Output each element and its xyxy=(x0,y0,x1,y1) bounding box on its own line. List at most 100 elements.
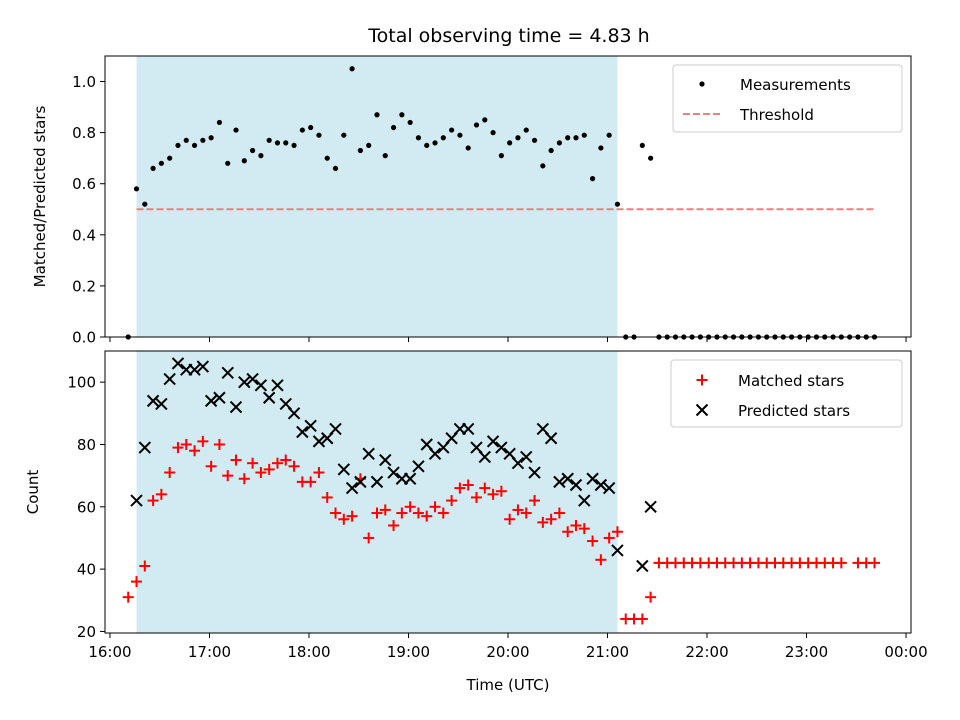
legend-marker-measurements xyxy=(699,81,705,87)
legend-label-matched-stars: Matched stars xyxy=(738,372,844,390)
measurement-point xyxy=(498,153,504,159)
matched-point xyxy=(122,591,134,603)
measurement-point xyxy=(565,135,571,141)
measurement-point xyxy=(440,135,446,141)
measurement-point xyxy=(507,140,513,146)
predicted-point xyxy=(329,422,342,436)
predicted-point xyxy=(428,447,442,461)
measurement-point xyxy=(581,132,587,138)
x-tick-label: 21:00 xyxy=(586,643,629,661)
measurement-point xyxy=(606,132,612,138)
x-axis-label: Time (UTC) xyxy=(466,676,550,694)
matched-point xyxy=(479,482,491,494)
measurement-point xyxy=(349,66,355,72)
matched-point xyxy=(869,557,881,569)
legend-label-measurements: Measurements xyxy=(740,76,851,94)
predicted-point xyxy=(511,456,525,470)
measurement-point xyxy=(324,155,330,161)
predicted-point xyxy=(403,472,417,485)
predicted-point xyxy=(312,435,326,448)
matched-point xyxy=(462,479,474,491)
predicted-point xyxy=(644,500,657,514)
measurement-point xyxy=(457,132,463,138)
matched-point xyxy=(131,576,143,588)
ratio-panel: Total observing time = 4.83 h 0.00.20.40… xyxy=(31,25,912,347)
measurement-point xyxy=(424,142,430,149)
predicted-point xyxy=(412,460,425,473)
measurement-point xyxy=(432,140,438,146)
matched-point xyxy=(180,438,192,450)
legend-label-threshold: Threshold xyxy=(739,106,814,124)
measurement-point xyxy=(150,165,156,171)
predicted-point xyxy=(611,544,624,557)
x-tick-label: 18:00 xyxy=(287,643,330,661)
y-tick-label: 0.0 xyxy=(72,329,96,347)
matched-point xyxy=(429,501,441,513)
y-tick-label: 0.4 xyxy=(72,226,96,244)
y-tick-label: 0.8 xyxy=(72,124,96,142)
matched-point xyxy=(388,519,400,531)
matched-point xyxy=(238,473,250,485)
plot-frame xyxy=(104,350,912,634)
measurement-point xyxy=(648,155,654,161)
measurement-point xyxy=(142,201,148,207)
legend-marker-matched-stars xyxy=(696,374,708,386)
measurement-point xyxy=(589,176,596,182)
predicted-point xyxy=(138,441,152,454)
measurement-point xyxy=(490,130,496,136)
predicted-point xyxy=(578,494,591,507)
matched-point xyxy=(213,438,225,450)
x-tick-label: 00:00 xyxy=(884,643,927,661)
matched-point xyxy=(504,513,516,525)
measurement-point xyxy=(266,137,272,143)
matched-point xyxy=(164,467,176,479)
measurement-point xyxy=(382,153,388,159)
matched-point xyxy=(363,532,375,544)
measurement-point xyxy=(167,155,173,161)
predicted-point xyxy=(561,472,574,485)
y-tick-label: 80 xyxy=(77,436,96,454)
x-axis-ticks: 16:00 17:00 18:00 19:00 20:00 21:00 22:00 23:00… xyxy=(88,633,928,661)
predicted-point xyxy=(461,422,475,436)
matched-point xyxy=(371,507,383,519)
x-tick-label: 23:00 xyxy=(785,643,828,661)
matched-point xyxy=(321,491,333,503)
predicted-point xyxy=(520,450,533,464)
plot-frame xyxy=(104,55,912,338)
measurement-point xyxy=(540,163,546,169)
predicted-point xyxy=(528,466,541,479)
matched-point xyxy=(155,488,167,500)
measurement-point xyxy=(175,142,181,149)
measurement-point xyxy=(200,137,206,143)
matched-point xyxy=(545,513,557,525)
x-axis-ticks xyxy=(109,337,907,342)
y-tick-label: 0.6 xyxy=(72,175,96,193)
predicted-point xyxy=(636,559,649,573)
predicted-point xyxy=(204,394,218,408)
measurement-point xyxy=(316,132,322,138)
matched-point xyxy=(529,495,541,507)
measurement-point xyxy=(158,160,164,166)
measurement-point xyxy=(374,112,380,118)
measurement-point xyxy=(308,124,314,131)
matched-point xyxy=(247,457,259,469)
matched-point xyxy=(172,442,184,454)
predicted-point xyxy=(296,425,309,439)
matched-point xyxy=(587,535,599,547)
measurement-point xyxy=(515,135,521,141)
matched-point xyxy=(330,507,342,519)
predicted-point xyxy=(221,366,234,380)
legend-label-predicted-stars: Predicted stars xyxy=(738,402,850,420)
matched-point xyxy=(379,504,391,516)
measurement-point xyxy=(473,122,480,128)
predicted-point xyxy=(171,357,185,370)
measurement-point xyxy=(341,132,347,138)
predicted-point xyxy=(354,475,367,489)
matched-point xyxy=(570,519,582,531)
matched-point xyxy=(470,491,482,503)
measurement-point xyxy=(556,140,563,146)
measurement-point xyxy=(208,135,214,141)
measurement-point xyxy=(366,142,372,149)
measurement-point xyxy=(357,147,363,154)
predicted-point xyxy=(337,463,351,476)
